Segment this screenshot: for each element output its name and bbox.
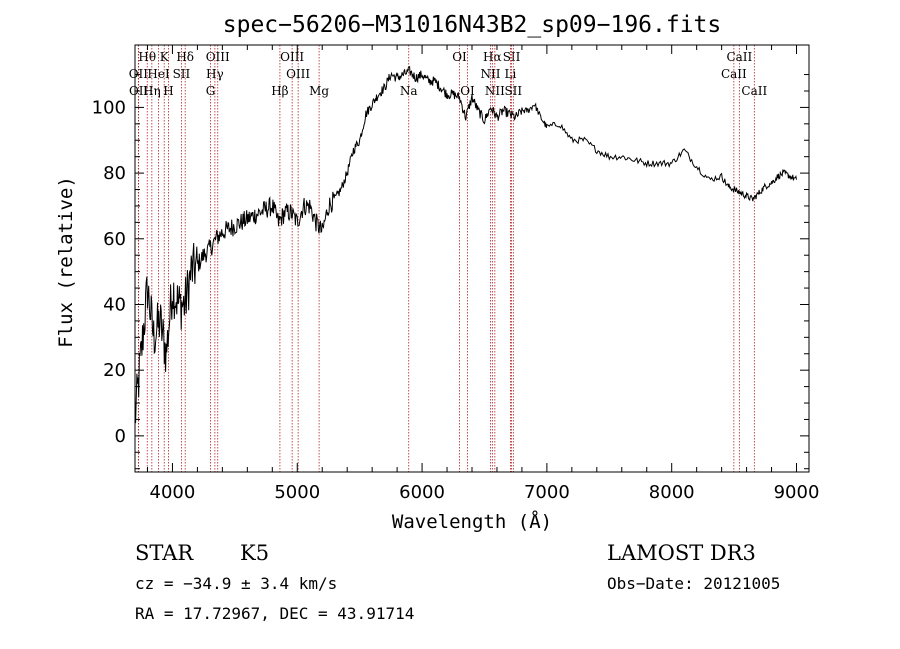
spectral-line-label: G [206, 84, 216, 98]
spectral-line-label: HeI [147, 67, 170, 81]
x-tick-label: 4000 [150, 482, 196, 503]
spectral-line-label: OIII [286, 67, 310, 81]
spectrum-line [134, 65, 797, 424]
x-axis-label: Wavelength (Å) [392, 510, 552, 533]
spectral-line-label: K [160, 50, 170, 64]
y-tick-label: 80 [103, 163, 126, 184]
spectral-line-label: OII [129, 67, 149, 81]
spectral-line-label: SII [504, 84, 522, 98]
spectral-line-label: SII [503, 50, 521, 64]
spectral-line-label: Na [400, 84, 418, 98]
y-tick-label: 0 [115, 426, 126, 447]
spectral-line-label: Li [505, 67, 517, 81]
x-tick-label: 6000 [399, 482, 445, 503]
y-tick-label: 40 [103, 294, 126, 315]
star-class: STAR [135, 541, 194, 565]
y-tick-label: 100 [92, 97, 126, 118]
x-axis: 4000 5000 6000 7000 8000 9000 [146, 45, 820, 503]
star-subclass: K5 [240, 541, 269, 565]
spectral-line-label: Hθ [138, 50, 156, 64]
spectral-line-label: CaII [721, 67, 747, 81]
x-tick-label: 5000 [274, 482, 320, 503]
x-tick-label: 9000 [774, 482, 820, 503]
spectral-line-label: NII [480, 67, 500, 81]
spectral-line-label: Hη [143, 84, 161, 98]
spectral-line-label: Hδ [176, 50, 194, 64]
y-axis-label: Flux (relative) [55, 176, 77, 348]
x-tick-label: 7000 [524, 482, 570, 503]
spectral-line-label: Hγ [206, 67, 224, 81]
y-axis: 0 20 40 60 80 100 [92, 74, 809, 470]
chart-title: spec−56206−M31016N43B2_sp09−196.fits [223, 12, 722, 38]
survey-name: LAMOST DR3 [607, 541, 756, 565]
spectrum-series [134, 65, 797, 424]
x-tick-label: 8000 [649, 482, 695, 503]
y-tick-label: 60 [103, 229, 126, 250]
spectral-line-label: OIII [206, 50, 230, 64]
spectral-line-label: CaII [741, 84, 767, 98]
spectral-line-label: OI [460, 84, 475, 98]
spectral-line-label: SII [173, 67, 191, 81]
plot-frame [134, 44, 810, 473]
spectral-line-label: CaII [726, 50, 752, 64]
spectral-line-label: H [163, 84, 173, 98]
obs-date: Obs−Date: 20121005 [607, 574, 780, 593]
info-panel: STAR K5 LAMOST DR3 cz = −34.9 ± 3.4 km/s… [135, 541, 780, 623]
spectral-line-label: Mg [309, 84, 329, 98]
coordinates: RA = 17.72967, DEC = 43.91714 [135, 604, 414, 623]
spectral-line-label: Hβ [271, 84, 288, 98]
y-tick-label: 20 [103, 360, 126, 381]
spectral-line-label: Hα [483, 50, 502, 64]
spectral-line-label: OIII [280, 50, 304, 64]
redshift-cz: cz = −34.9 ± 3.4 km/s [135, 574, 337, 593]
spectral-line-label: NII [485, 84, 505, 98]
spectral-line-label: OI [452, 50, 467, 64]
